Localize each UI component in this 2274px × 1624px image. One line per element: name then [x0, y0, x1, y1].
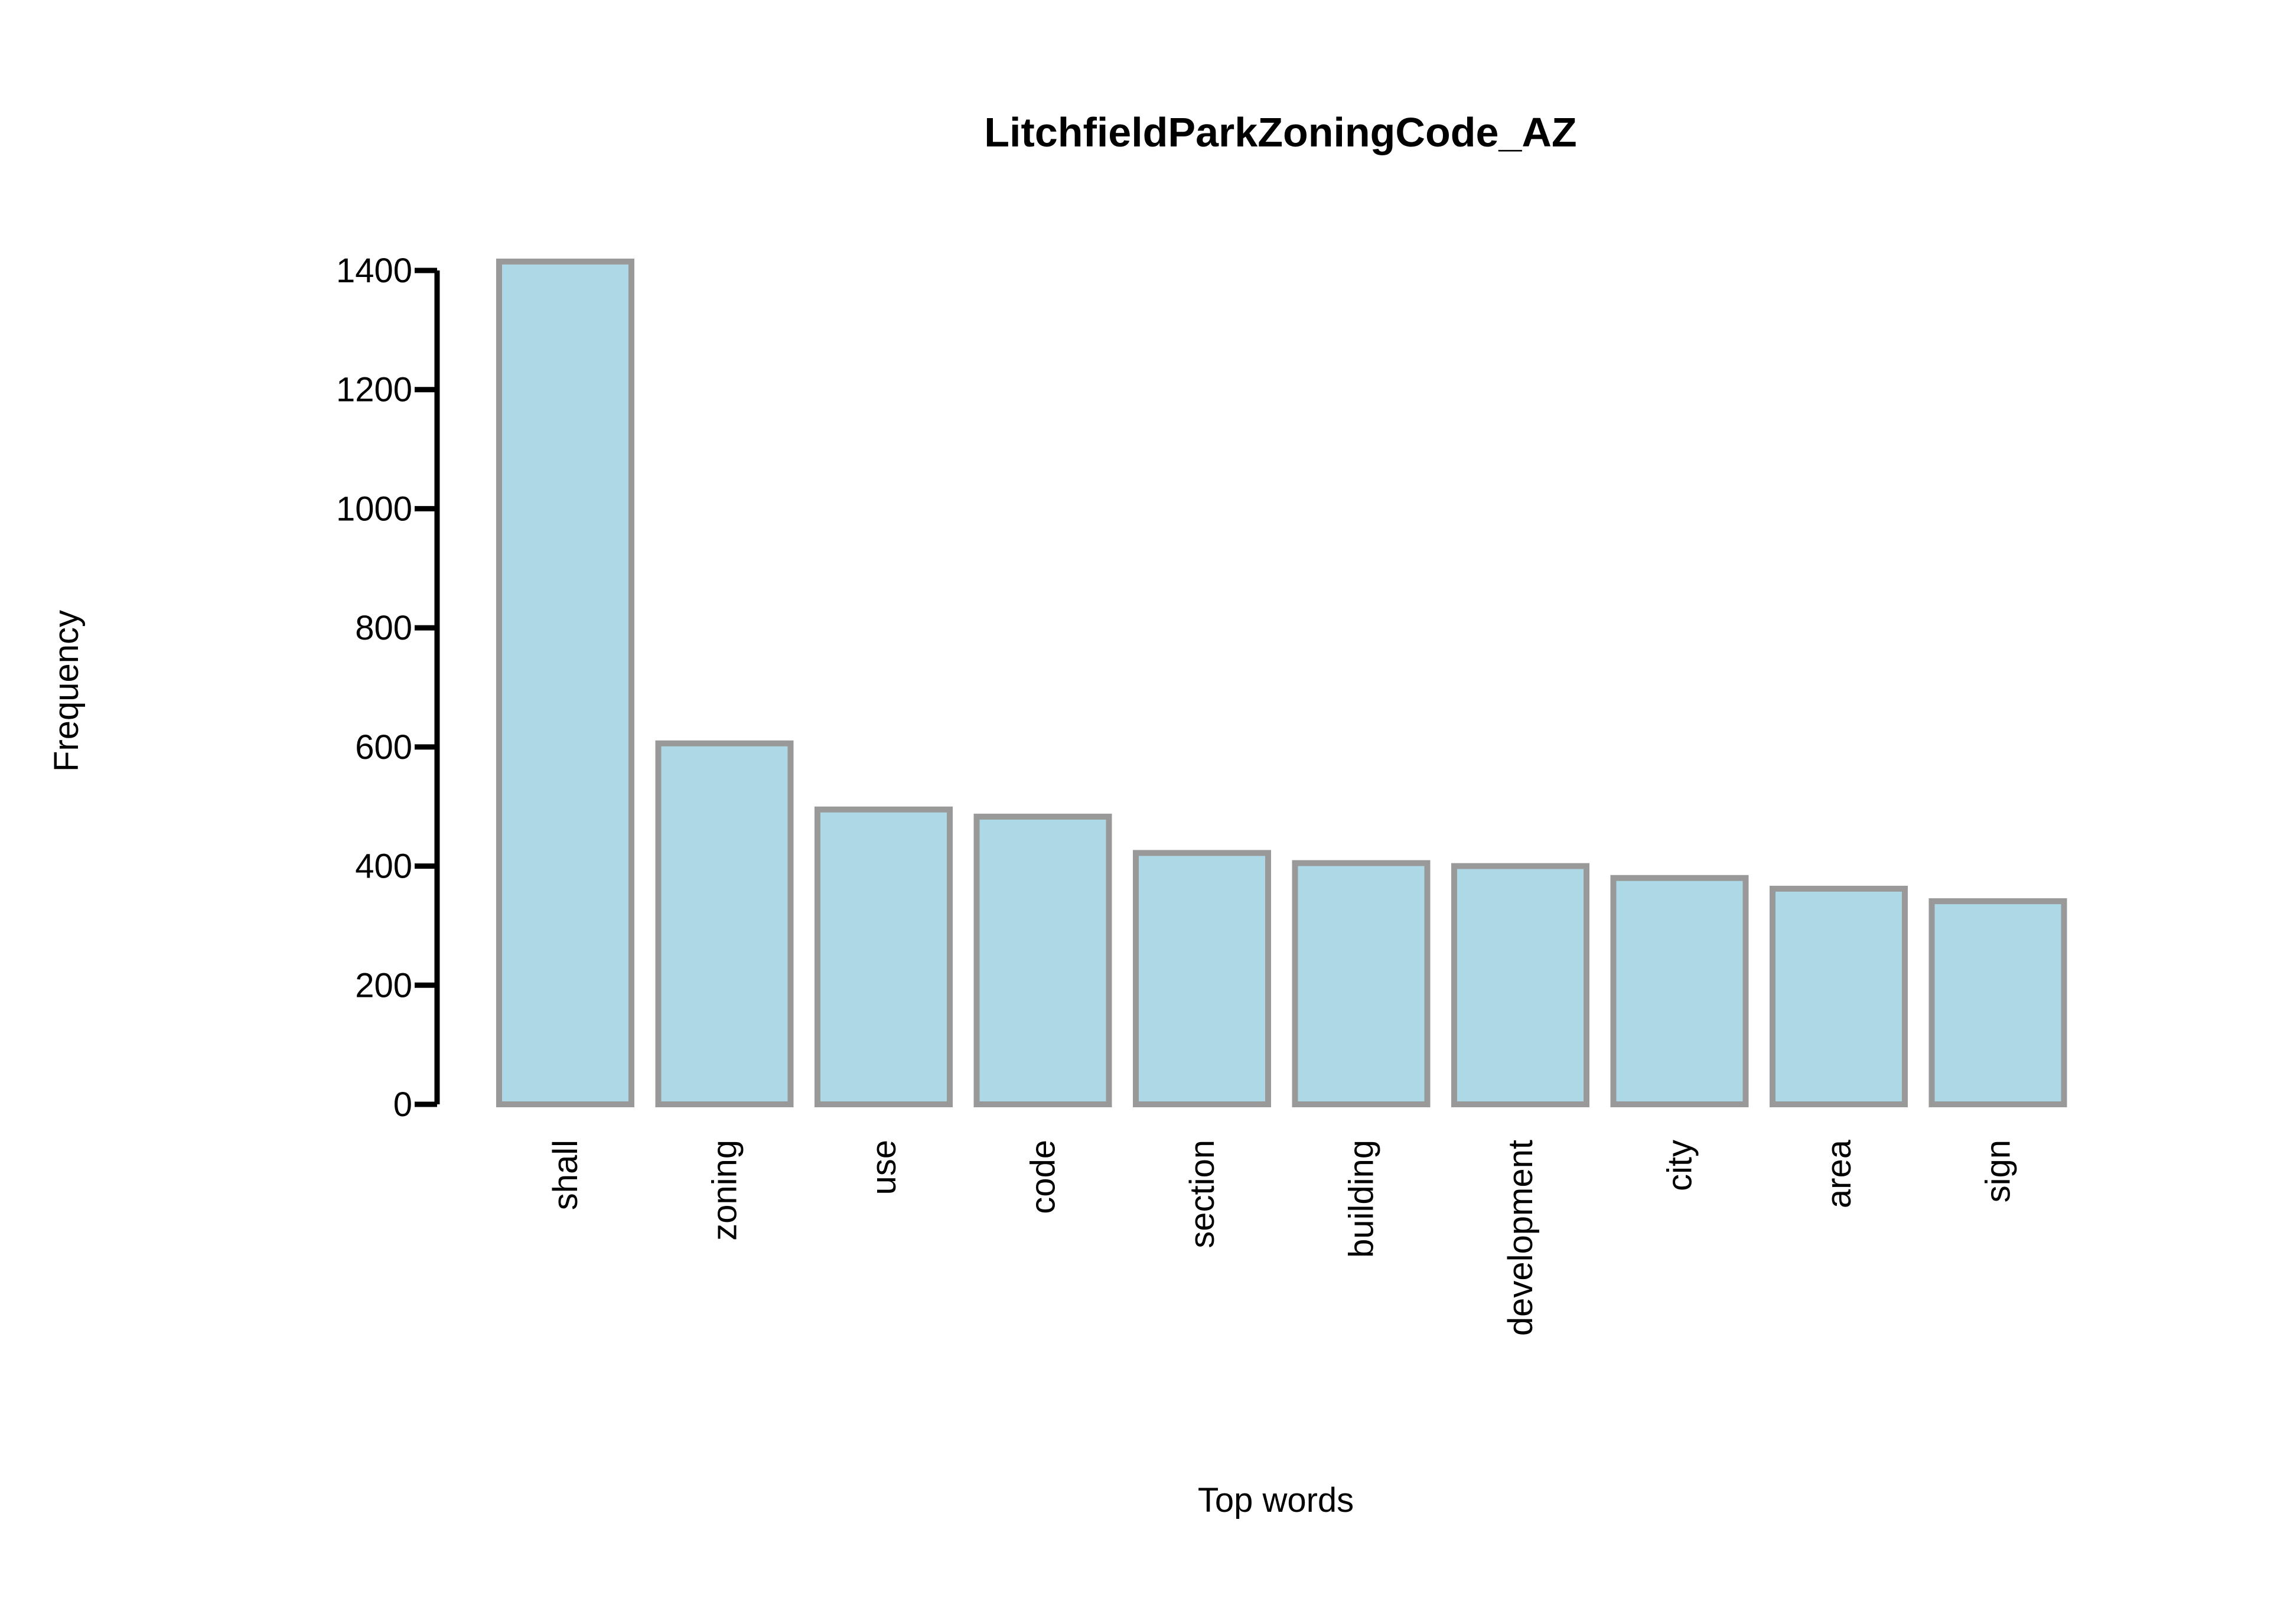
y-tick-label: 200 — [355, 966, 412, 1005]
chart-title: LitchfieldParkZoningCode_AZ — [984, 109, 1576, 155]
bar-development — [1451, 863, 1589, 1107]
bar-city — [1610, 875, 1749, 1107]
x-tick-label-area: area — [1820, 1139, 1858, 1208]
x-axis-label: Top words — [1198, 1481, 1354, 1519]
bar-code — [973, 813, 1112, 1107]
y-tick-label: 1400 — [336, 252, 412, 290]
bar-shall — [496, 258, 634, 1107]
bar-zoning — [655, 740, 794, 1107]
y-tick-label: 0 — [393, 1085, 412, 1124]
x-tick-label-city: city — [1661, 1140, 1699, 1191]
x-tick-label-sign: sign — [1979, 1140, 2018, 1202]
bar-area — [1770, 885, 1908, 1107]
y-tick-label: 1000 — [336, 490, 412, 528]
y-tick-label: 400 — [355, 847, 412, 886]
x-axis-category-labels: shall zoning use code section building develop… — [546, 1139, 2018, 1336]
x-tick-label-code: code — [1024, 1140, 1063, 1214]
bars-group — [496, 258, 2067, 1108]
x-tick-label-development: development — [1501, 1140, 1540, 1336]
y-tick-label: 600 — [355, 728, 412, 767]
y-axis-label: Frequency — [47, 610, 86, 772]
bar-use — [815, 806, 953, 1108]
x-tick-label-zoning: zoning — [706, 1140, 744, 1241]
bar-building — [1292, 860, 1431, 1107]
y-tick-label: 1200 — [336, 371, 412, 409]
x-tick-label-building: building — [1343, 1140, 1381, 1258]
y-tick-label: 800 — [355, 609, 412, 647]
x-tick-label-use: use — [865, 1140, 903, 1195]
bar-section — [1133, 850, 1271, 1107]
y-axis-ticks: 0 200 400 600 800 1000 1200 1400 — [336, 252, 437, 1124]
x-tick-label-section: section — [1183, 1140, 1221, 1248]
bar-sign — [1928, 898, 2067, 1107]
x-tick-label-shall: shall — [546, 1140, 585, 1210]
